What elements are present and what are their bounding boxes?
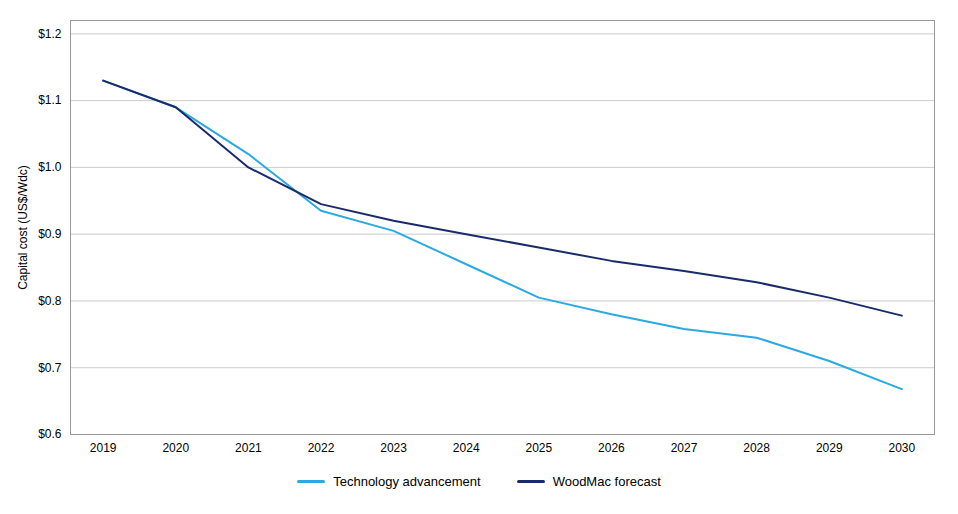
svg-text:2030: 2030 — [888, 441, 915, 455]
svg-text:2028: 2028 — [743, 441, 770, 455]
svg-text:2026: 2026 — [598, 441, 625, 455]
svg-text:$1.1: $1.1 — [38, 93, 62, 107]
html-text:WoodMac forecast: WoodMac forecast — [552, 474, 661, 489]
svg-text:2025: 2025 — [525, 441, 552, 455]
svg-text:2024: 2024 — [453, 441, 480, 455]
svg-text:$0.9: $0.9 — [38, 227, 62, 241]
svg-text:2027: 2027 — [671, 441, 698, 455]
svg-text:$1.0: $1.0 — [38, 160, 62, 174]
html-text:Technology advancement: Technology advancement — [333, 474, 481, 489]
svg-text:2029: 2029 — [816, 441, 843, 455]
svg-text:$1.2: $1.2 — [38, 27, 62, 41]
svg-text:Capital cost (US$/Wdc): Capital cost (US$/Wdc) — [16, 165, 30, 290]
svg-text:2019: 2019 — [90, 441, 117, 455]
svg-text:$0.7: $0.7 — [38, 361, 62, 375]
svg-text:$0.6: $0.6 — [38, 427, 62, 441]
svg-text:2022: 2022 — [308, 441, 335, 455]
svg-text:$0.8: $0.8 — [38, 294, 62, 308]
svg-text:2023: 2023 — [380, 441, 407, 455]
svg-text:2020: 2020 — [162, 441, 189, 455]
svg-text:2021: 2021 — [235, 441, 262, 455]
